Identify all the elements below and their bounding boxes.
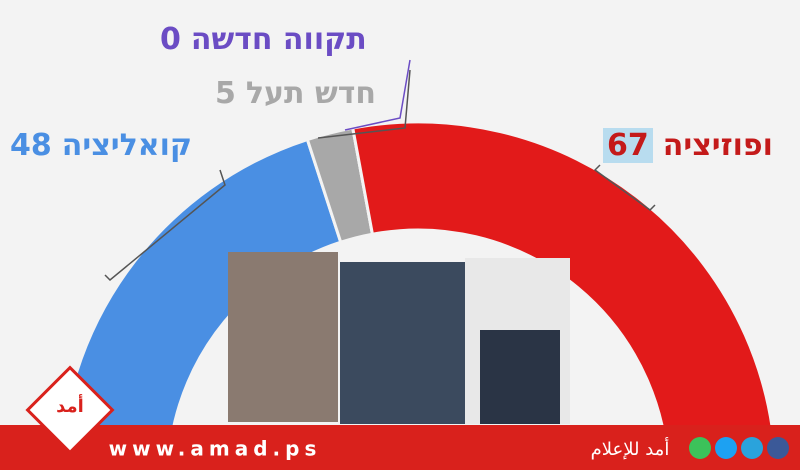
seat-count: 5: [215, 76, 236, 111]
segment-label: 67 ופוזיציה: [603, 128, 773, 163]
photos: [228, 252, 570, 424]
icon: [767, 437, 789, 459]
bracket: [593, 164, 656, 211]
footer-bar: [0, 425, 800, 470]
logo-text: أمد: [56, 394, 84, 417]
callouts: [104, 59, 656, 282]
seat-count: 67: [603, 128, 653, 163]
icon: [741, 437, 763, 459]
seat-count: 48: [10, 128, 52, 163]
segment-label: 48 קואליציה: [10, 128, 192, 163]
footer-brand: أمد للإعلام: [591, 437, 670, 460]
photo: [228, 252, 338, 422]
party-name: קואליציה: [61, 128, 192, 163]
logo: [25, 365, 115, 455]
bracket: [104, 169, 226, 282]
segment-label: 0 תקווה חדשה: [160, 22, 367, 57]
footer-url: www.amad.ps: [109, 437, 322, 461]
segment-label: 5 חדש תעל: [215, 76, 376, 111]
seat-count: 0: [160, 22, 181, 57]
party-name: חדש תעל: [245, 76, 376, 111]
party-name: תקווה חדשה: [190, 22, 367, 57]
photo: [340, 262, 465, 424]
seat-segment: [58, 137, 343, 470]
bracket: [344, 59, 411, 131]
social-icons: [689, 437, 789, 459]
photo: [480, 330, 560, 424]
icon: [689, 437, 711, 459]
icon: [715, 437, 737, 459]
bracket: [317, 69, 411, 139]
party-name: ופוזיציה: [662, 128, 773, 163]
